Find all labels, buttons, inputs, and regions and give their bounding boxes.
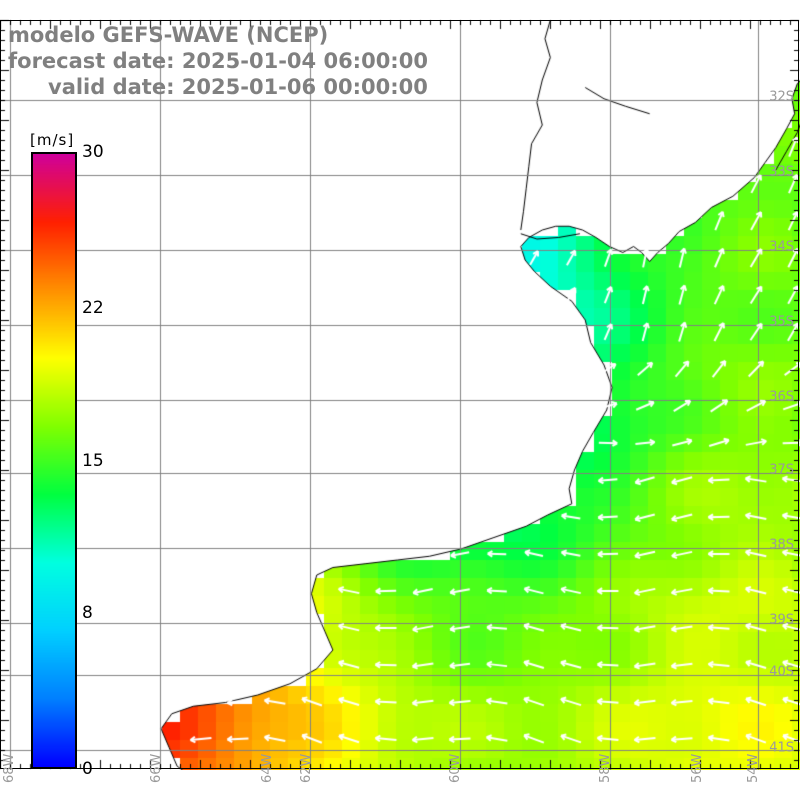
longitude-label-66W: 66W bbox=[149, 753, 164, 783]
colorbar-gradient bbox=[33, 154, 75, 767]
latitude-label-38S: 38S bbox=[769, 537, 794, 553]
longitude-label-62W: 62W bbox=[299, 753, 314, 783]
colorbar-tick-8: 8 bbox=[82, 602, 93, 623]
colorbar-tick-30: 30 bbox=[82, 142, 104, 162]
colorbar-tick-15: 15 bbox=[82, 450, 104, 471]
longitude-label-68W: 68W bbox=[2, 753, 17, 783]
latitude-label-40S: 40S bbox=[769, 664, 794, 680]
latitude-label-32S: 32S bbox=[769, 89, 794, 105]
colorbar[interactable] bbox=[31, 152, 77, 769]
colorbar-tick-0: 0 bbox=[82, 759, 93, 779]
longitude-label-54W: 54W bbox=[746, 753, 761, 783]
longitude-label-58W: 58W bbox=[598, 753, 613, 783]
colorbar-unit-label: [m/s] bbox=[30, 131, 75, 149]
latitude-label-41S: 41S bbox=[769, 740, 794, 756]
longitude-label-56W: 56W bbox=[690, 753, 705, 783]
latitude-label-36S: 36S bbox=[769, 389, 794, 405]
latitude-label-34S: 34S bbox=[769, 239, 794, 255]
longitude-label-60W: 60W bbox=[448, 753, 463, 783]
latitude-label-39S: 39S bbox=[769, 612, 794, 628]
latitude-label-33S: 33S bbox=[769, 164, 794, 180]
longitude-label-64W: 64W bbox=[260, 753, 275, 783]
latitude-label-35S: 35S bbox=[769, 314, 794, 330]
latitude-label-37S: 37S bbox=[769, 462, 794, 478]
colorbar-tick-22: 22 bbox=[82, 298, 104, 319]
